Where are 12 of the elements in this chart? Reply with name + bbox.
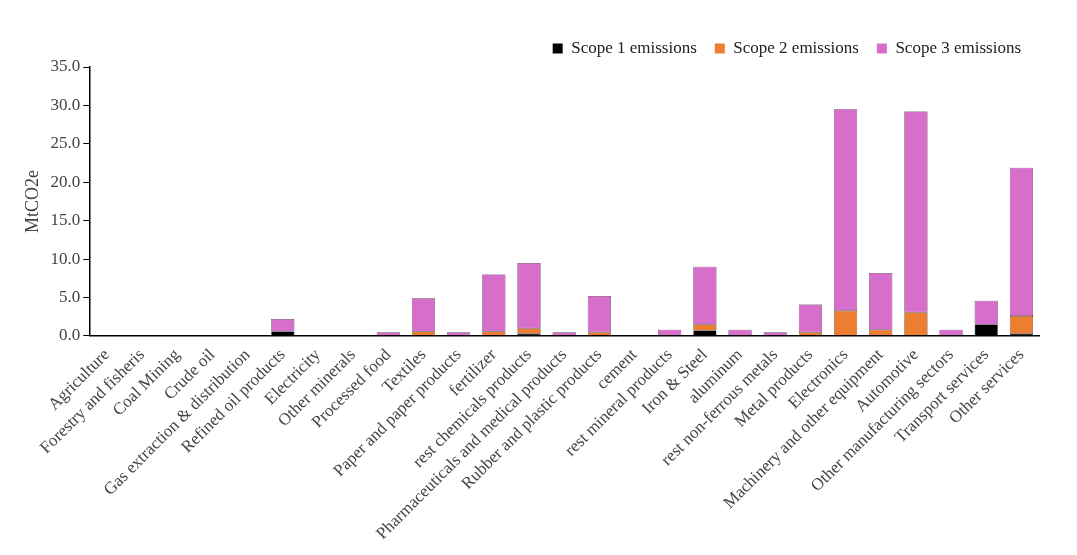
y-axis-title: MtCO2e: [21, 169, 42, 233]
legend-label: Scope 1 emissions: [571, 37, 697, 57]
y-tick-label: 15.0: [50, 210, 81, 230]
y-tick-label: 5.0: [59, 287, 81, 307]
y-tick-label: 35.0: [50, 56, 81, 76]
y-tick-label: 30.0: [50, 94, 81, 114]
legend-label: Scope 3 emissions: [895, 37, 1021, 57]
y-tick-label: 25.0: [50, 133, 81, 153]
y-tick-label: 10.0: [50, 248, 81, 268]
legend-label: Scope 2 emissions: [733, 37, 859, 57]
y-tick-label: 0.0: [59, 325, 81, 345]
y-tick-label: 20.0: [50, 171, 81, 191]
